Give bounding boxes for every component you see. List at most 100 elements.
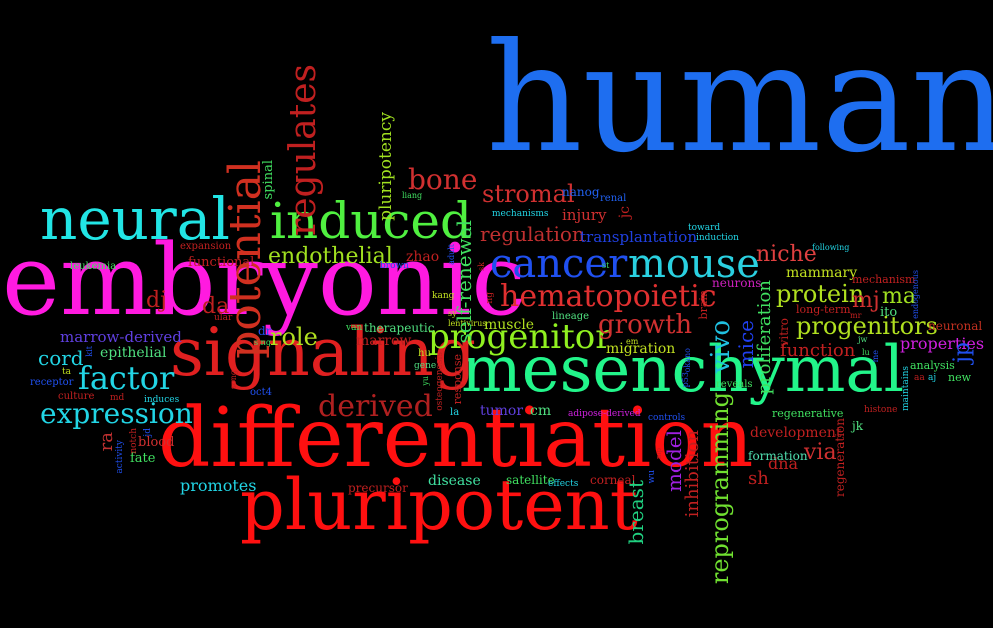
word-derived: derived — [318, 389, 433, 424]
word-renal: renal — [600, 193, 627, 204]
word-functional: functional — [188, 255, 255, 270]
word-yu: yu — [421, 376, 430, 386]
word-wu: wu — [647, 470, 657, 484]
word-receptor: receptor — [30, 377, 74, 388]
word-model: model — [662, 430, 686, 493]
word-ma: ma — [882, 284, 916, 309]
word-aj: aj — [928, 373, 937, 383]
word-embryonic: embryonic — [2, 224, 527, 338]
word-via: via — [804, 440, 837, 465]
word-ng: lentivirus — [448, 319, 487, 328]
word-adipose-derived: adipose-derived — [568, 409, 641, 419]
word-precursor: precursor — [348, 481, 408, 495]
word-mechanism: mechanism — [852, 273, 916, 286]
word-new: new — [948, 371, 972, 384]
word-dr: dr — [258, 324, 272, 338]
word-sh: sh — [748, 468, 769, 489]
word-aa: aa — [914, 373, 925, 383]
word-okano: adult — [447, 244, 456, 265]
word-mesenchymal: mesenchymal — [461, 333, 905, 407]
word-hu: hu — [418, 348, 431, 359]
word-cm: cm — [530, 403, 552, 419]
word-regenerative: regenerative — [772, 407, 844, 420]
word-disease: disease — [428, 473, 481, 489]
word-pluripotency: pluripotency — [376, 112, 396, 221]
word-injury: injury — [562, 206, 607, 224]
word-leukemia: leukemia — [70, 261, 117, 272]
word-stromal: stromal — [482, 180, 575, 208]
word-hematopoietic: hematopoietic — [500, 279, 717, 314]
word-kang: kang — [432, 291, 455, 301]
word-liang: liang — [402, 191, 423, 200]
word-epithelial: epithelial — [100, 345, 167, 361]
word-gene: gene — [414, 361, 437, 371]
word-proliferation: proliferation — [754, 280, 775, 395]
word-culture: culture — [58, 391, 95, 402]
word-formation: formation — [748, 449, 808, 463]
word-jc: jc — [617, 206, 633, 219]
word-jd: jd — [143, 428, 153, 437]
word-van: van — [346, 323, 363, 333]
word-histone: histone — [864, 405, 898, 415]
word-oct4: oct4 — [250, 387, 273, 398]
word-sy: okano — [683, 348, 692, 373]
word-dj: dj — [146, 288, 167, 313]
word-niche: niche — [756, 242, 817, 267]
word-pluripotent: pluripotent — [240, 464, 638, 546]
word-long-term: long-term — [796, 303, 851, 316]
word-brain: brain — [697, 290, 710, 320]
word-lu: lu — [862, 348, 870, 357]
word-progenitor: progenitor — [428, 317, 612, 357]
word-regulates: regulates — [283, 64, 324, 236]
word-song: song — [229, 370, 238, 390]
word-mp: sk — [477, 262, 486, 271]
word-nanog: nanog — [562, 185, 600, 199]
word-spinal: spinal — [261, 160, 276, 200]
word-neurons: neurons — [712, 276, 762, 290]
word-ular: ular — [214, 313, 233, 323]
word-kit: kit — [85, 346, 94, 357]
word-dna: dna — [768, 454, 799, 473]
word-therapeutic: therapeutic — [364, 321, 435, 335]
word-jp: jp — [950, 342, 975, 363]
word-mammary: mammary — [786, 265, 858, 281]
word-differentiation: differentiation — [158, 391, 754, 486]
word-sk: sy — [448, 309, 457, 318]
word-adult: ng — [485, 292, 495, 304]
word-ito: ito — [880, 305, 898, 320]
word-notch: notch — [129, 428, 139, 454]
word-transplantation: transplantation — [580, 228, 697, 246]
word-reveals: reveals — [716, 379, 753, 390]
word-protein: protein — [776, 280, 865, 308]
word-induces: induces — [144, 395, 180, 405]
word-breast: breast — [624, 480, 648, 545]
word-mj: mj — [852, 288, 880, 313]
word-cancer: cancer — [490, 241, 628, 287]
word-toward: toward — [688, 223, 721, 233]
word-fate: fate — [130, 451, 156, 466]
word-human: human — [486, 12, 993, 186]
word-progenitors: progenitors — [796, 312, 938, 340]
word-properties: properties — [900, 334, 985, 353]
word-neuronal: neuronal — [928, 319, 983, 333]
word-ta: ta — [62, 367, 71, 377]
word-marrow: marrow — [356, 333, 412, 349]
word-md: md — [110, 393, 125, 403]
word-zhao: zhao — [406, 249, 440, 265]
word-st: st — [602, 261, 610, 270]
word-analysis: analysis — [910, 359, 955, 372]
word-marrow-derived: marrow-derived — [60, 328, 182, 346]
word-effects: effects — [548, 479, 579, 489]
word-lineage: lineage — [552, 311, 590, 322]
word-induction: induction — [696, 233, 739, 243]
word-expansion: expansion — [180, 241, 232, 252]
word-expression: expression — [40, 397, 193, 430]
word-promotes: promotes — [180, 476, 257, 495]
word-da: da — [202, 294, 230, 319]
word-ra: ra — [96, 432, 117, 452]
word-mr: mr — [850, 311, 862, 320]
word-me: me — [871, 350, 880, 363]
word-vitro: vitro — [777, 318, 791, 347]
word-self-renewal: self-renewal — [452, 220, 476, 344]
